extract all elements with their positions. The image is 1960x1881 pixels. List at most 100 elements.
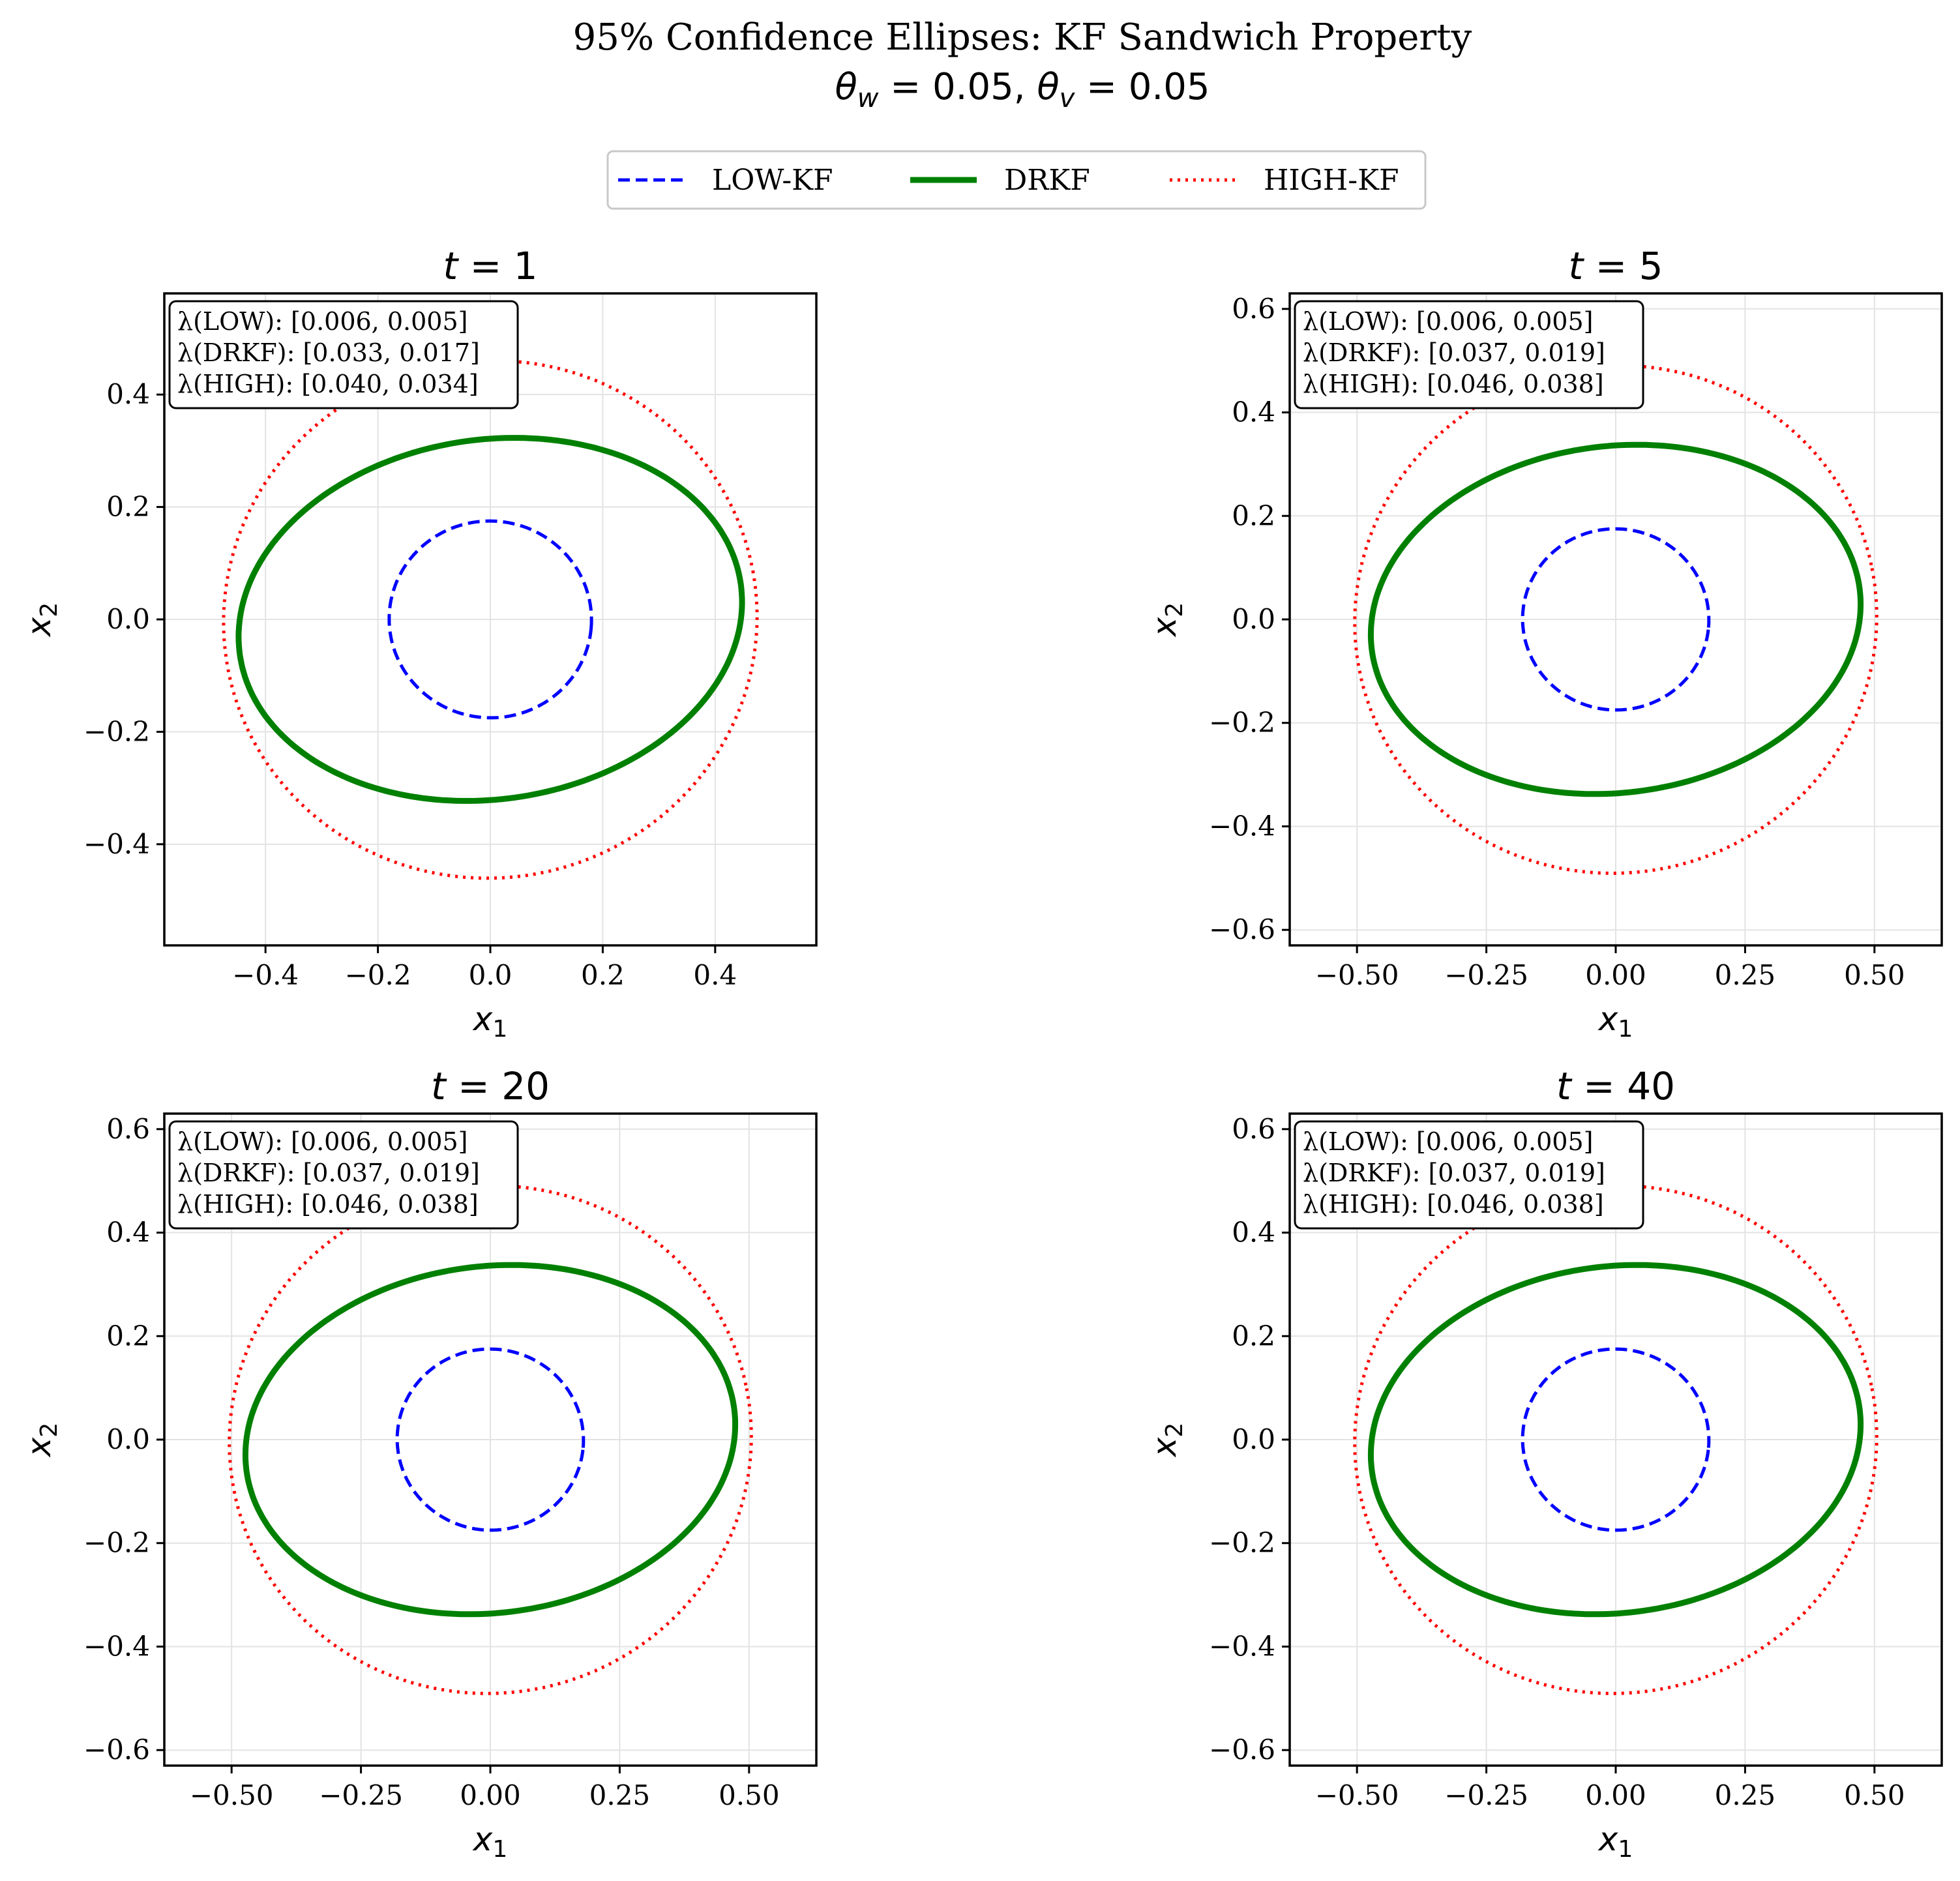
- y-tick-label: 0.4: [106, 1217, 150, 1249]
- subplot-title: t = 40: [1556, 1064, 1675, 1108]
- subplot-title: t = 1: [443, 244, 537, 288]
- y-tick-label: 0.2: [106, 1320, 150, 1352]
- eigenvalue-annotation: λ(LOW): [0.006, 0.005] λ(DRKF): [0.037, 0…: [1294, 1120, 1644, 1230]
- y-tick-label: 0.0: [106, 603, 150, 635]
- legend-item-drkf: DRKF: [910, 164, 1090, 197]
- annotation-line: λ(HIGH): [0.046, 0.038]: [1303, 1190, 1604, 1219]
- x-tick-label: 0.00: [460, 1779, 521, 1811]
- x-tick-label: −0.25: [1444, 959, 1528, 991]
- y-tick-label: 0.4: [1232, 1217, 1275, 1249]
- x-tick-label: 0.25: [589, 1779, 651, 1811]
- x-tick-label: 0.0: [469, 959, 512, 991]
- annotation-box: [1294, 300, 1644, 409]
- y-tick-label: −0.4: [1209, 810, 1275, 842]
- annotation-line: λ(LOW): [0.006, 0.005]: [1303, 307, 1593, 336]
- theta-w-value: = 0.05,: [879, 66, 1037, 108]
- y-axis-label: x2: [1146, 1423, 1188, 1459]
- ellipse-low-kf: [1521, 527, 1711, 712]
- subplot-t-5: −0.50 −0.25 0.00 0.25 0.50 −0.6 −0.4 −0.2 0.0 0.2…: [1146, 244, 1943, 1043]
- x-tick-label: 0.00: [1585, 1779, 1646, 1811]
- legend-label: HIGH-KF: [1264, 164, 1399, 197]
- ellipse-drkf: [235, 435, 745, 804]
- annotation-line: λ(DRKF): [0.033, 0.017]: [177, 338, 480, 367]
- x-tick-label: −0.25: [319, 1779, 403, 1811]
- ellipse-high-kf: [1353, 364, 1878, 875]
- legend-frame: [606, 150, 1427, 210]
- eigenvalue-annotation: λ(LOW): [0.006, 0.005]λ(DRKF): [0.037, 0…: [1294, 300, 1644, 409]
- y-axis-label: x2: [20, 602, 63, 638]
- theta-v-subscript: v: [1060, 83, 1076, 113]
- annotation-line: λ(DRKF): [0.037, 0.019]: [177, 1159, 480, 1187]
- x-axis-label: x1: [1597, 1820, 1633, 1863]
- y-tick-label: −0.4: [83, 828, 150, 860]
- ellipse-drkf: [1367, 441, 1864, 797]
- figure-subtitle: θw = 0.05, θv = 0.05: [835, 66, 1210, 113]
- y-tick-label: 0.6: [106, 1113, 150, 1145]
- legend-label: LOW-KF: [712, 164, 833, 197]
- theta-v-symbol: θ: [1037, 66, 1059, 108]
- legend-label: DRKF: [1004, 164, 1090, 197]
- annotation-line: λ(HIGH): [0.046, 0.038]: [1303, 370, 1604, 398]
- annotation-line: λ(DRKF): [0.037, 0.019]: [1303, 338, 1605, 367]
- annotation-line: λ(DRKF): [0.037, 0.019]: [1303, 1159, 1605, 1187]
- ellipse-low-kf: [1521, 1347, 1711, 1532]
- x-tick-label: 0.50: [719, 1779, 780, 1811]
- y-tick-label: −0.6: [1209, 1734, 1275, 1766]
- subplot-t-1: −0.4 −0.2 0.0 0.2 0.4 −0.4 −0.2 0.0 0.2 0.4 t = 1 x…: [20, 244, 818, 1043]
- x-tick-label: 0.4: [693, 959, 737, 991]
- annotation-line: λ(HIGH): [0.046, 0.038]: [177, 1190, 479, 1219]
- ellipse-high-kf: [1353, 1184, 1878, 1695]
- y-tick-label: 0.0: [1232, 1423, 1275, 1455]
- y-tick-label: 0.6: [1232, 293, 1275, 325]
- y-tick-label: 0.6: [1232, 1113, 1275, 1145]
- y-tick-label: −0.2: [1209, 707, 1275, 739]
- x-tick-label: −0.50: [190, 1779, 274, 1811]
- y-tick-label: −0.2: [83, 715, 150, 747]
- y-tick-label: 0.2: [106, 491, 150, 523]
- y-tick-label: 0.2: [1232, 499, 1275, 531]
- y-tick-label: 0.2: [1232, 1320, 1275, 1352]
- y-tick-label: 0.0: [106, 1423, 150, 1455]
- x-axis-label: x1: [1597, 1000, 1633, 1043]
- y-tick-label: −0.6: [1209, 913, 1275, 945]
- figure-title: 95% Confidence Ellipses: KF Sandwich Pro…: [573, 16, 1472, 59]
- annotation-line: λ(HIGH): [0.040, 0.034]: [177, 370, 479, 398]
- eigenvalue-annotation: λ(LOW): [0.006, 0.005] λ(DRKF): [0.037, 0…: [168, 1120, 519, 1230]
- ellipse-low-kf: [395, 1347, 586, 1532]
- ellipse-high-kf: [228, 1184, 753, 1695]
- subplot-title: t = 20: [431, 1064, 550, 1108]
- x-tick-label: 0.2: [581, 959, 625, 991]
- y-tick-label: 0.0: [1232, 603, 1275, 635]
- theta-w-symbol: θ: [835, 66, 857, 108]
- eigenvalue-annotation: λ(LOW): [0.006, 0.005]λ(DRKF): [0.033, 0…: [168, 300, 519, 409]
- x-tick-label: −0.25: [1444, 1779, 1528, 1811]
- annotation-line: λ(LOW): [0.006, 0.005]: [177, 1127, 468, 1156]
- annotation-box: [168, 300, 519, 409]
- x-tick-label: −0.50: [1315, 959, 1399, 991]
- subplot-title: t = 5: [1568, 244, 1663, 288]
- ellipse-high-kf: [222, 359, 759, 880]
- legend-item-high-kf: HIGH-KF: [1170, 164, 1399, 197]
- annotation-box: [168, 1120, 519, 1230]
- x-tick-label: 0.50: [1844, 959, 1905, 991]
- y-tick-label: 0.4: [106, 378, 150, 410]
- x-tick-label: −0.2: [345, 959, 411, 991]
- x-tick-label: 0.25: [1715, 1779, 1776, 1811]
- x-tick-label: 0.00: [1585, 959, 1646, 991]
- theta-w-subscript: w: [857, 83, 879, 113]
- y-axis-label: x2: [1146, 602, 1188, 638]
- y-tick-label: −0.6: [83, 1734, 150, 1766]
- y-tick-label: −0.4: [1209, 1630, 1275, 1662]
- x-axis-label: x1: [472, 1000, 508, 1043]
- y-axis-label: x2: [20, 1423, 63, 1459]
- theta-v-value: = 0.05: [1075, 66, 1210, 108]
- subplot-t-20: −0.50 −0.25 0.00 0.25 0.50 −0.6 −0.4 −0.2 0.0 0.2…: [20, 1064, 818, 1863]
- annotation-line: λ(LOW): [0.006, 0.005]: [1303, 1127, 1593, 1156]
- y-tick-label: −0.2: [1209, 1527, 1275, 1559]
- plot-area: [222, 359, 759, 880]
- annotation-box: [1294, 1120, 1644, 1230]
- y-tick-label: −0.2: [83, 1527, 150, 1559]
- ellipse-drkf: [242, 1262, 739, 1618]
- plot-area: [228, 1184, 753, 1695]
